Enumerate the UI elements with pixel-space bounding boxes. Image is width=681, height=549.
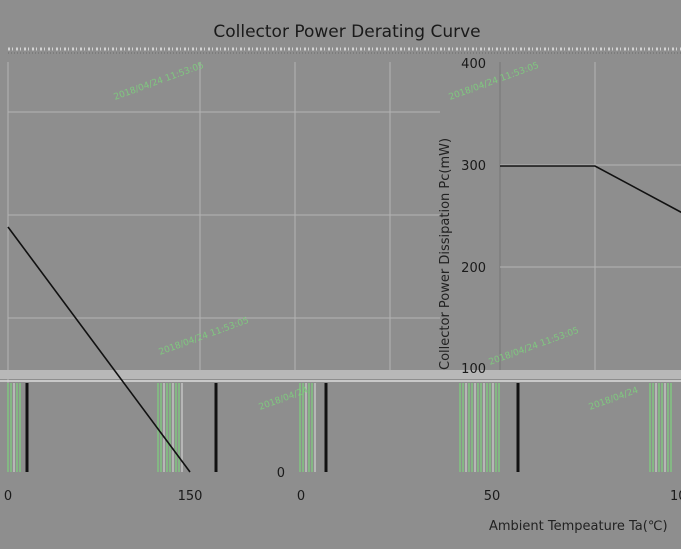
right-derating-line: [500, 165, 681, 214]
right-y-tick-100: 100: [461, 362, 486, 377]
right-x-tick-100: 10: [670, 489, 681, 504]
right-x-tick-50: 50: [484, 489, 501, 504]
right-y-axis-label: Collector Power Dissipation Pc(mW): [438, 138, 453, 370]
right-y-tick-400: 400: [461, 57, 486, 72]
left-panel-grid: [7, 62, 440, 472]
right-y-tick-200: 200: [461, 261, 486, 276]
right-x-axis-label: Ambient Tempeature Ta(℃): [489, 519, 668, 534]
left-x-tick-0: 0: [4, 489, 12, 504]
right-y-tick-0: 0: [277, 466, 285, 481]
stripe-artifacts: [7, 383, 672, 472]
left-derating-line: [7, 226, 191, 473]
left-x-tick-150: 150: [178, 489, 203, 504]
right-x-tick-0: 0: [297, 489, 305, 504]
right-panel-grid: [499, 62, 681, 372]
right-series: [500, 165, 681, 214]
right-y-tick-300: 300: [461, 159, 486, 174]
header-artifact-band: [8, 47, 681, 54]
lower-artifact-band: [0, 370, 681, 382]
left-series: [7, 226, 191, 473]
chart-title: Collector Power Derating Curve: [213, 22, 480, 42]
